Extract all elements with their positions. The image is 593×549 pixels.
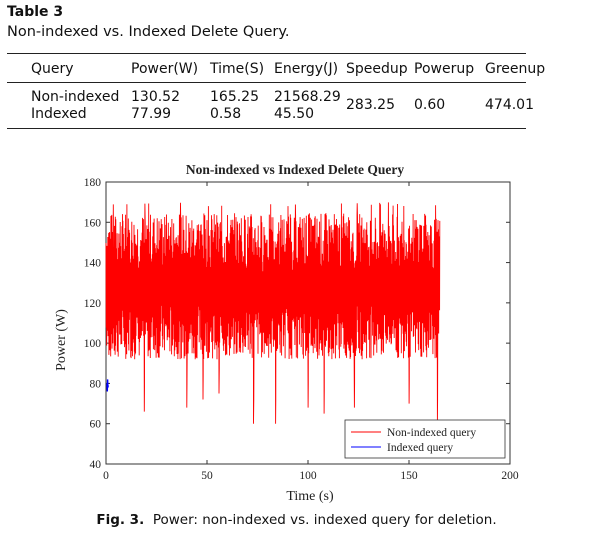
cell-time-row1: 165.25 [210, 89, 259, 105]
x-tick-label: 200 [501, 470, 519, 482]
header-power: Power(W) [131, 61, 199, 77]
cell-greenup: 474.01 [485, 97, 534, 113]
figure-caption-text: Power: non-indexed vs. indexed query for… [152, 512, 497, 528]
header-query: Query [31, 61, 74, 77]
x-tick-label: 50 [201, 470, 213, 482]
cell-query-row2: Indexed [31, 106, 87, 122]
cell-power-row2: 77.99 [131, 106, 172, 122]
header-powerup: Powerup [414, 61, 475, 77]
cell-powerup: 0.60 [414, 97, 446, 113]
y-tick-label: 60 [90, 419, 102, 431]
cell-energy-row2: 45.50 [274, 106, 315, 122]
legend-entry: Non-indexed query [387, 427, 476, 439]
y-tick-label: 120 [84, 298, 102, 310]
x-axis-label: Time (s) [286, 489, 334, 504]
header-speedup: Speedup [346, 61, 408, 77]
header-energy: Energy(J) [274, 61, 339, 77]
y-tick-label: 80 [90, 378, 102, 390]
y-tick-label: 140 [84, 258, 102, 270]
cell-time-row2: 0.58 [210, 106, 242, 122]
series-indexed-line [106, 379, 109, 392]
table-header-rule [7, 82, 526, 83]
y-tick-label: 160 [84, 217, 102, 229]
table-caption: Non-indexed vs. Indexed Delete Query. [7, 24, 290, 40]
table-top-rule [7, 53, 526, 54]
table-bottom-rule [7, 128, 526, 129]
cell-speedup: 283.25 [346, 97, 395, 113]
cell-power-row1: 130.52 [131, 89, 180, 105]
power-chart: Non-indexed vs Indexed Delete Query Time… [40, 160, 560, 505]
y-tick-label: 100 [84, 338, 102, 350]
y-tick-label: 180 [84, 177, 102, 189]
header-time: Time(S) [210, 61, 265, 77]
chart-svg: Non-indexed vs Indexed Delete Query Time… [54, 162, 519, 504]
cell-energy-row1: 21568.29 [274, 89, 341, 105]
figure-caption: Fig. 3. Power: non-indexed vs. indexed q… [0, 512, 593, 528]
y-tick-label: 40 [90, 459, 102, 471]
header-greenup: Greenup [485, 61, 546, 77]
figure-label: Fig. 3. [96, 512, 145, 528]
x-tick-label: 100 [299, 470, 317, 482]
y-axis-label: Power (W) [54, 309, 69, 371]
series-non-indexed-line [105, 202, 441, 424]
table-label: Table 3 [7, 4, 64, 20]
x-tick-label: 150 [400, 470, 418, 482]
legend-entry: Indexed query [387, 442, 453, 454]
chart-title: Non-indexed vs Indexed Delete Query [186, 162, 404, 177]
legend-box [344, 419, 506, 459]
cell-query-row1: Non-indexed [31, 89, 120, 105]
x-tick-label: 0 [103, 470, 109, 482]
